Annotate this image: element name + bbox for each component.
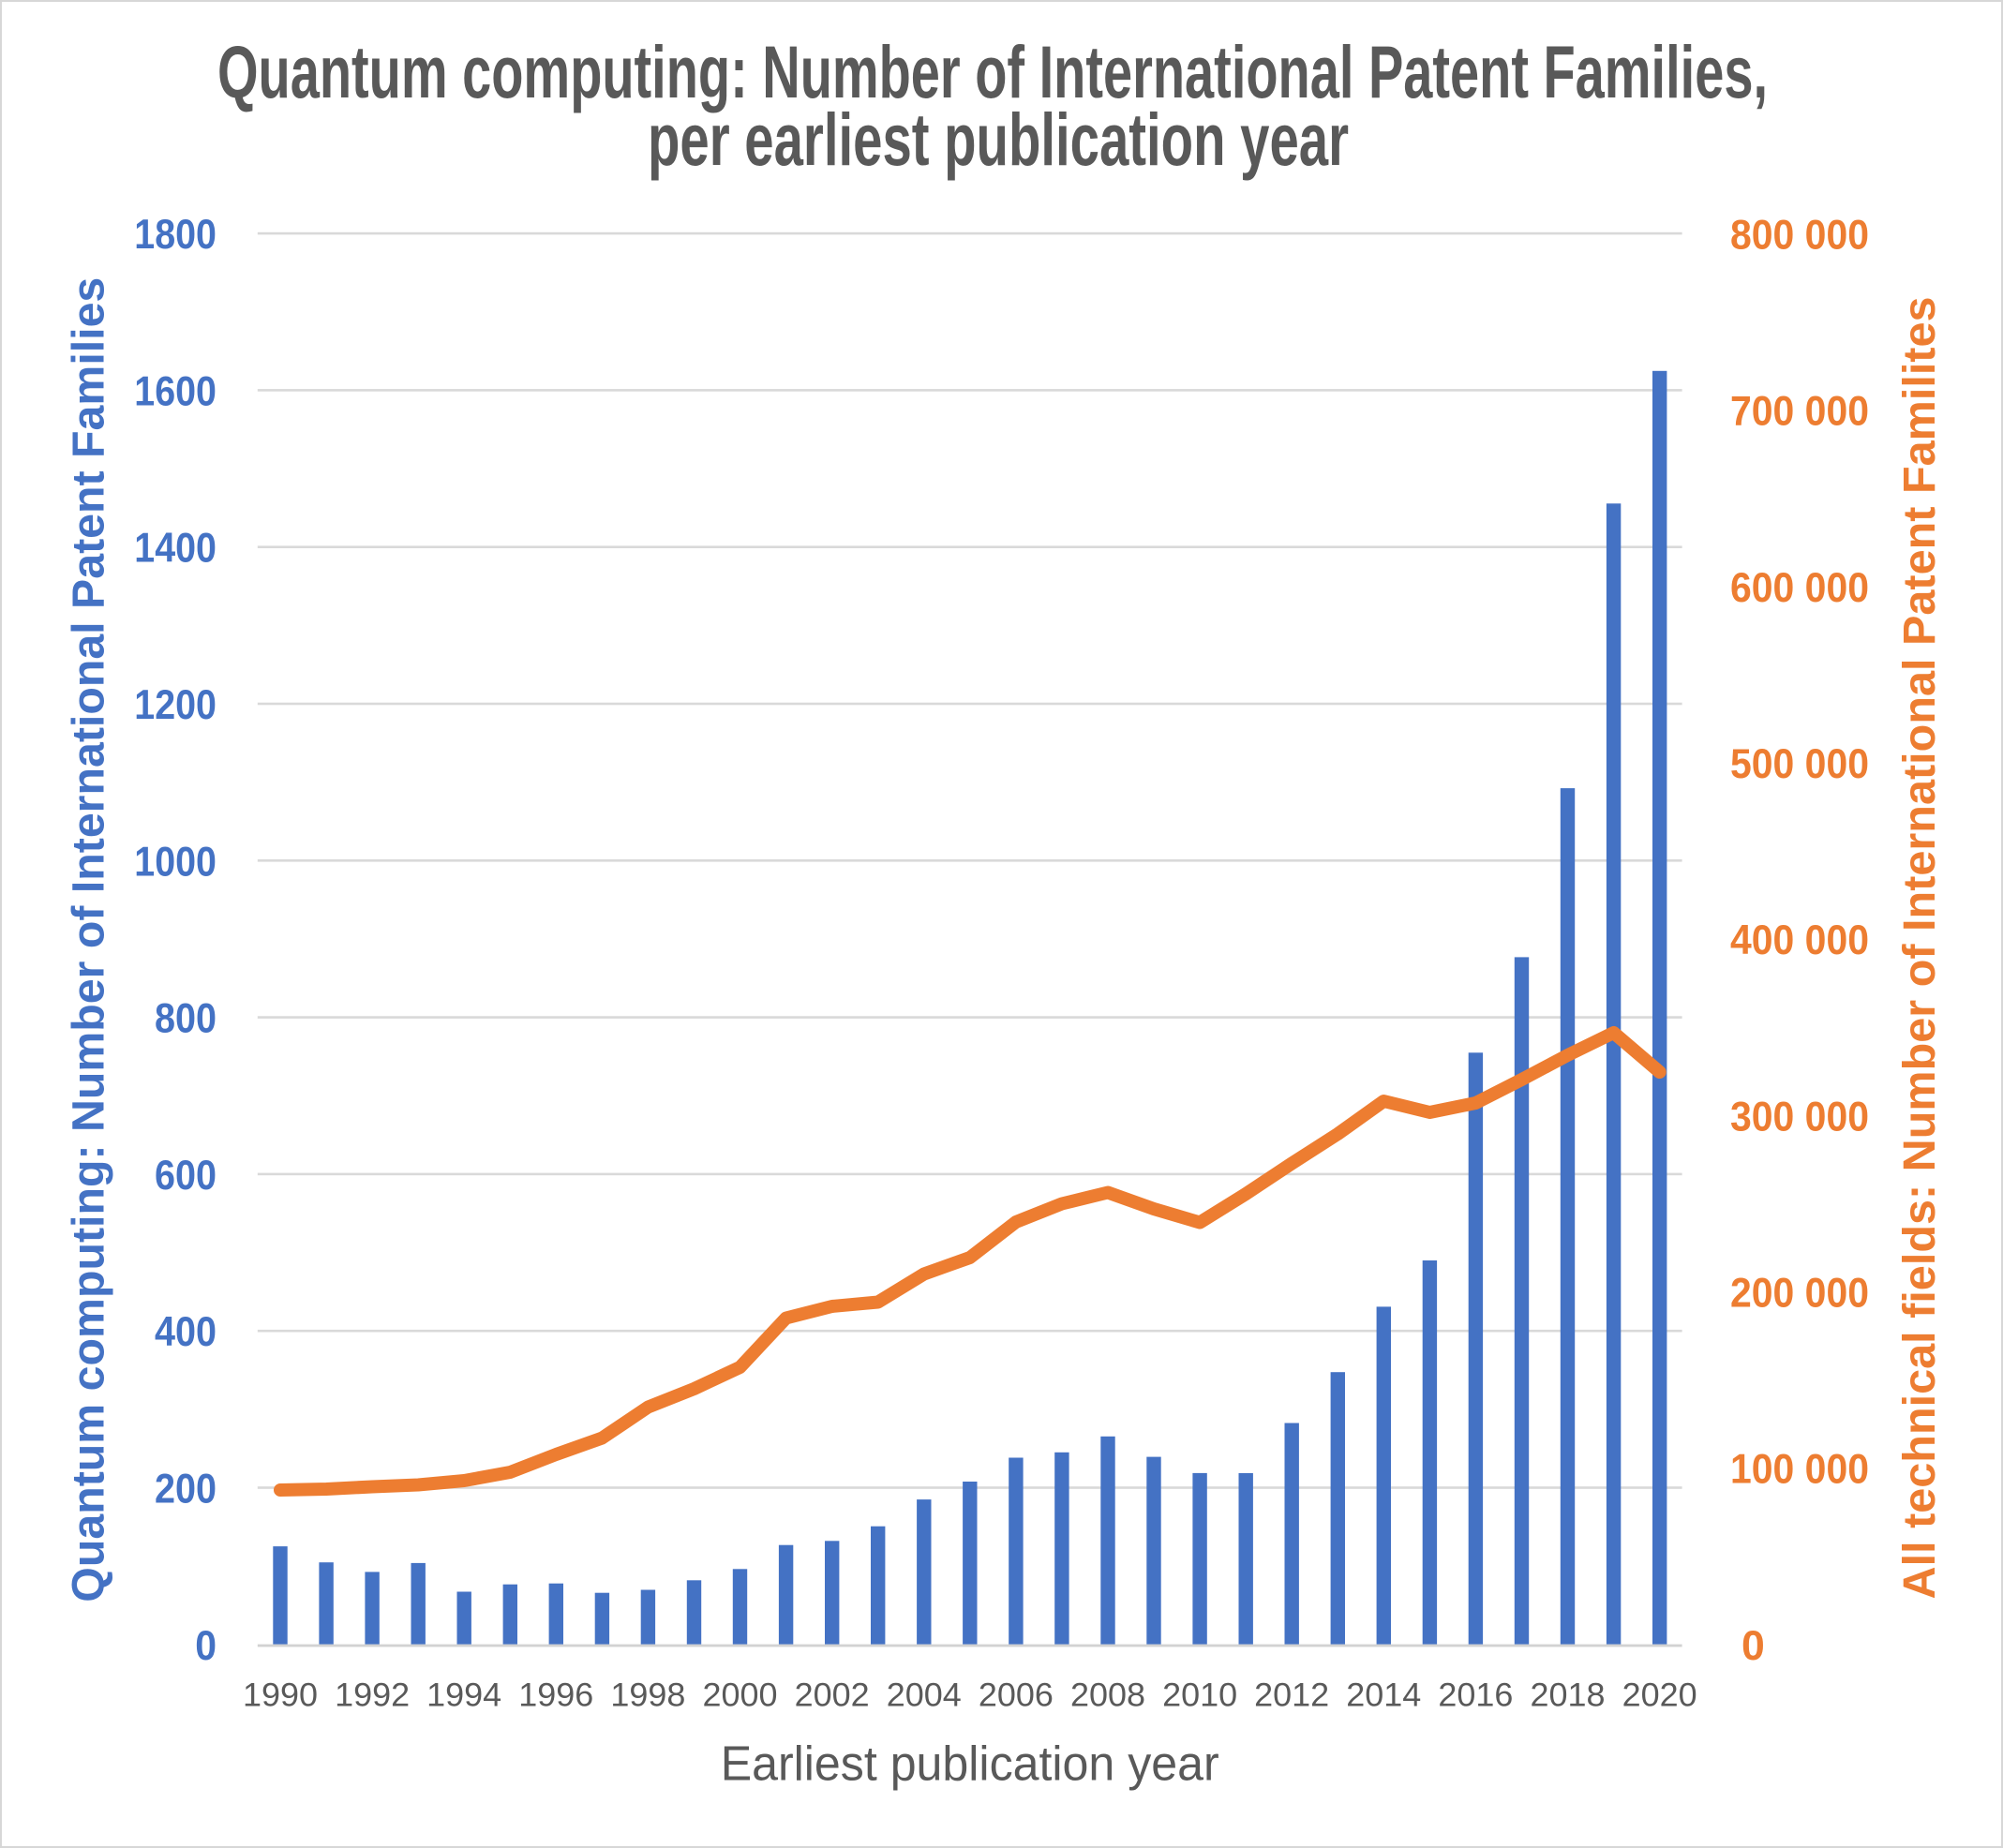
svg-text:1400: 1400: [134, 526, 217, 572]
svg-text:2018: 2018: [1531, 1677, 1606, 1714]
svg-text:Quantum computing: Number of I: Quantum computing: Number of Internation…: [65, 277, 114, 1602]
svg-text:400 000: 400 000: [1730, 917, 1869, 963]
svg-text:2004: 2004: [887, 1677, 962, 1714]
svg-text:2008: 2008: [1070, 1677, 1145, 1714]
svg-text:2010: 2010: [1162, 1677, 1237, 1714]
svg-text:2000: 2000: [703, 1677, 778, 1714]
svg-text:1200: 1200: [134, 682, 217, 728]
svg-text:0: 0: [1741, 1623, 1765, 1669]
svg-text:Earliest publication year: Earliest publication year: [721, 1736, 1219, 1790]
svg-text:800 000: 800 000: [1730, 212, 1869, 258]
svg-text:600 000: 600 000: [1730, 565, 1869, 611]
svg-text:2012: 2012: [1254, 1677, 1329, 1714]
svg-text:2002: 2002: [795, 1677, 870, 1714]
svg-text:1996: 1996: [518, 1677, 593, 1714]
svg-text:Quantum computing: Number of I: Quantum computing: Number of Internation…: [217, 30, 1768, 113]
svg-text:1000: 1000: [134, 839, 217, 885]
svg-text:per earliest publication year: per earliest publication year: [648, 97, 1349, 181]
svg-text:200 000: 200 000: [1730, 1271, 1869, 1317]
svg-text:700 000: 700 000: [1730, 389, 1869, 435]
svg-text:2006: 2006: [979, 1677, 1054, 1714]
svg-text:600: 600: [155, 1153, 217, 1199]
svg-text:2016: 2016: [1438, 1677, 1513, 1714]
svg-text:All technical fields: Number o: All technical fields: Number of Internat…: [1895, 297, 1945, 1600]
svg-text:1994: 1994: [426, 1677, 501, 1714]
svg-text:2014: 2014: [1346, 1677, 1421, 1714]
svg-text:200: 200: [155, 1467, 217, 1513]
svg-text:0: 0: [195, 1623, 217, 1669]
svg-text:800: 800: [155, 996, 217, 1042]
svg-text:1998: 1998: [610, 1677, 685, 1714]
svg-text:1992: 1992: [335, 1677, 410, 1714]
svg-text:1800: 1800: [134, 212, 217, 258]
svg-text:2020: 2020: [1622, 1677, 1697, 1714]
svg-text:400: 400: [155, 1309, 217, 1355]
svg-text:100 000: 100 000: [1730, 1447, 1869, 1493]
svg-text:300 000: 300 000: [1730, 1094, 1869, 1140]
svg-text:1990: 1990: [243, 1677, 318, 1714]
svg-text:500 000: 500 000: [1730, 741, 1869, 787]
svg-text:1600: 1600: [134, 368, 217, 414]
